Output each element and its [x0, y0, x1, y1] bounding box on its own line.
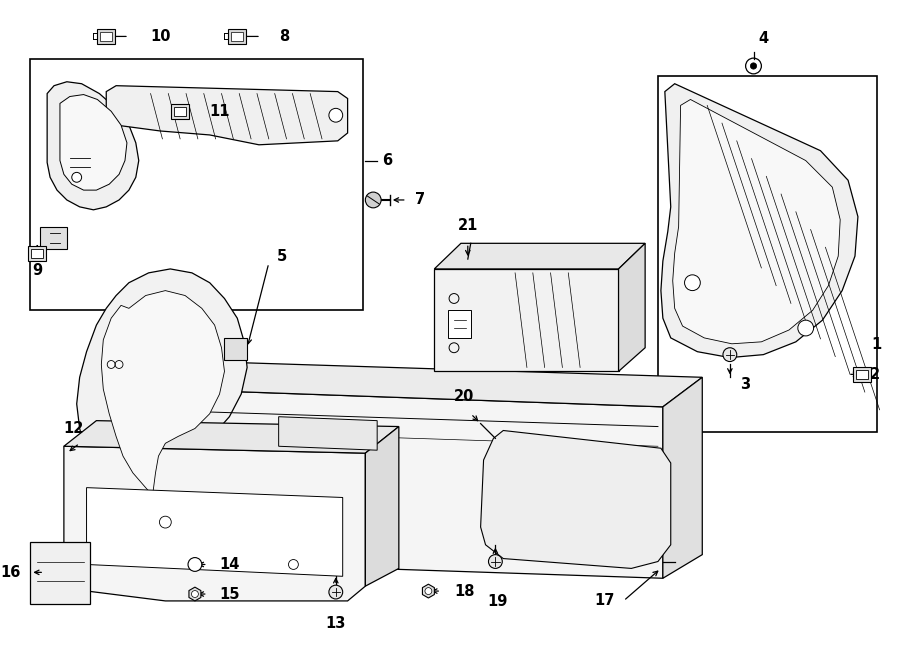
Text: 2: 2 — [869, 367, 880, 382]
Polygon shape — [672, 99, 841, 344]
Bar — [29, 246, 46, 260]
Polygon shape — [40, 227, 67, 249]
Polygon shape — [422, 584, 435, 598]
Circle shape — [425, 588, 432, 594]
Polygon shape — [102, 291, 224, 496]
Polygon shape — [448, 310, 471, 338]
Circle shape — [745, 58, 761, 74]
Polygon shape — [64, 420, 399, 453]
Text: 19: 19 — [487, 594, 508, 609]
Text: 11: 11 — [210, 104, 230, 119]
Text: 4: 4 — [759, 31, 769, 46]
Bar — [231, 32, 243, 41]
Text: 13: 13 — [326, 615, 346, 631]
Text: 18: 18 — [454, 584, 474, 599]
Polygon shape — [481, 430, 670, 568]
Bar — [171, 104, 189, 119]
Bar — [229, 29, 246, 44]
Circle shape — [723, 348, 737, 362]
Text: 9: 9 — [32, 263, 42, 278]
Text: 1: 1 — [872, 337, 882, 352]
Circle shape — [751, 63, 757, 69]
Circle shape — [365, 192, 381, 208]
Text: 6: 6 — [382, 153, 392, 168]
Text: 20: 20 — [454, 389, 474, 404]
Bar — [32, 249, 43, 258]
Text: 15: 15 — [220, 586, 240, 602]
Polygon shape — [435, 243, 645, 269]
Polygon shape — [618, 243, 645, 371]
Circle shape — [72, 173, 82, 182]
Text: 7: 7 — [415, 192, 425, 208]
Text: 14: 14 — [220, 557, 240, 572]
Bar — [175, 107, 186, 116]
Polygon shape — [76, 269, 248, 532]
Polygon shape — [166, 362, 702, 407]
Circle shape — [188, 558, 202, 571]
Text: 21: 21 — [457, 219, 478, 233]
Text: 12: 12 — [64, 422, 84, 436]
Bar — [658, 76, 877, 432]
Polygon shape — [60, 95, 127, 190]
Circle shape — [328, 108, 343, 122]
Polygon shape — [365, 426, 399, 586]
Text: 16: 16 — [0, 565, 21, 580]
Polygon shape — [64, 446, 365, 601]
Polygon shape — [86, 488, 343, 576]
Circle shape — [489, 555, 502, 568]
Polygon shape — [106, 86, 347, 145]
Bar — [100, 32, 112, 41]
Text: 10: 10 — [150, 29, 171, 44]
Polygon shape — [166, 389, 663, 578]
Bar — [31, 59, 364, 310]
Text: 8: 8 — [279, 29, 289, 44]
Polygon shape — [279, 416, 377, 450]
Text: 5: 5 — [276, 249, 287, 264]
Polygon shape — [663, 377, 702, 578]
Polygon shape — [47, 82, 139, 210]
Bar — [853, 367, 870, 382]
Circle shape — [192, 590, 198, 598]
Polygon shape — [224, 338, 248, 360]
Bar — [856, 370, 868, 379]
Circle shape — [328, 585, 343, 599]
Circle shape — [685, 275, 700, 291]
Circle shape — [797, 320, 814, 336]
Polygon shape — [661, 84, 858, 358]
Bar — [97, 29, 115, 44]
Polygon shape — [435, 269, 618, 371]
Polygon shape — [31, 542, 89, 604]
Text: 3: 3 — [740, 377, 750, 392]
Text: 17: 17 — [594, 594, 615, 608]
Polygon shape — [189, 587, 201, 601]
